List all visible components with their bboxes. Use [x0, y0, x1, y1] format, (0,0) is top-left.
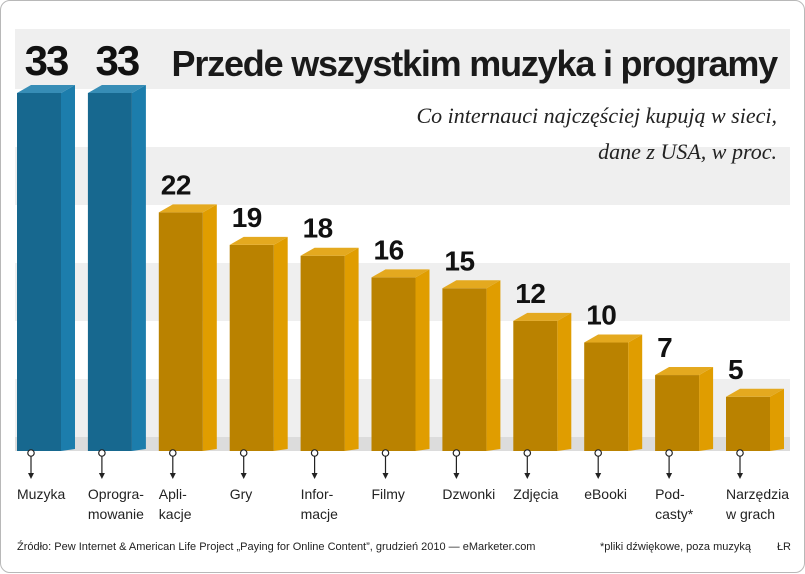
category-label: Oprogra-	[88, 486, 144, 502]
value-label: 18	[303, 213, 333, 244]
pointer-dot	[98, 449, 106, 457]
bar-side	[628, 334, 643, 451]
value-label: 33	[96, 37, 139, 84]
bar-top	[87, 85, 146, 93]
bar	[229, 244, 274, 451]
bar-side	[202, 204, 217, 451]
pointer-arrow	[311, 473, 318, 479]
category-label: Gry	[230, 486, 253, 502]
category-label: kacje	[159, 506, 192, 522]
bar-side	[557, 312, 572, 451]
bar-side	[415, 269, 430, 451]
bar-side	[486, 280, 501, 451]
bar	[300, 255, 345, 451]
bar-top	[300, 247, 359, 256]
pointer-arrow	[382, 473, 389, 479]
pointer-dot	[169, 449, 177, 457]
pointer-dot	[736, 449, 744, 457]
category-labels-group: Muzyka Oprogra-mowanie Apli-kacje Gry Infor-…	[17, 486, 789, 522]
bar-side	[770, 388, 784, 451]
bar-top	[584, 334, 643, 343]
category-label: eBooki	[584, 486, 627, 502]
pointer-dot	[665, 449, 673, 457]
pointer-arrow	[737, 473, 743, 479]
bar-side	[699, 367, 714, 451]
bar	[87, 93, 132, 451]
category-label: Apli-	[159, 486, 187, 502]
category-label: macje	[301, 506, 339, 522]
bar	[442, 288, 487, 451]
bar-top	[158, 204, 217, 213]
category-label: Pod-	[655, 486, 685, 502]
pointer-arrow	[240, 473, 247, 479]
category-label: Zdjęcia	[513, 486, 558, 502]
pointer-arrow	[595, 473, 602, 479]
bar-side	[344, 247, 359, 451]
pointer-arrow	[666, 473, 673, 479]
bar-top	[442, 280, 501, 289]
value-label: 19	[232, 202, 262, 233]
value-label: 16	[374, 234, 404, 265]
value-labels-group: 33 33 22 19 18 16 15 12 10 7 5	[25, 37, 744, 385]
bar	[726, 396, 770, 451]
bar-top	[655, 367, 714, 376]
stripe	[15, 29, 790, 89]
bar	[17, 93, 61, 451]
bar	[584, 342, 629, 451]
category-label: casty*	[655, 506, 694, 522]
bar	[158, 212, 203, 451]
footnote: *pliki dźwiękowe, poza muzyką	[600, 541, 752, 553]
value-label: 22	[161, 169, 191, 200]
category-label: Narzędzia	[726, 486, 789, 502]
bar-top	[726, 388, 784, 397]
value-label: 10	[586, 300, 616, 331]
value-label: 33	[25, 37, 68, 84]
value-label: 12	[515, 278, 545, 309]
pointer-dot	[381, 449, 390, 457]
category-label: Muzyka	[17, 486, 65, 502]
bar	[655, 375, 700, 451]
bar	[371, 277, 416, 451]
credit: ŁR	[777, 541, 791, 553]
pointers-group	[27, 449, 744, 479]
category-label: w grach	[725, 506, 775, 522]
pointer-arrow	[524, 473, 531, 479]
bar-top	[371, 269, 430, 278]
bar	[513, 320, 558, 451]
pointer-dot	[239, 449, 248, 457]
bar-side	[61, 85, 75, 451]
bars-group	[17, 85, 784, 451]
category-label: Dzwonki	[442, 486, 495, 502]
chart-subtitle-line-2: dane z USA, w proc.	[598, 139, 777, 164]
bar-top	[513, 312, 572, 321]
pointer-dot	[594, 449, 603, 457]
value-label: 5	[728, 354, 743, 385]
category-label: Infor-	[301, 486, 334, 502]
value-label: 15	[444, 245, 474, 276]
pointer-dot	[452, 449, 461, 457]
bar-top	[229, 236, 288, 245]
pointer-arrow	[98, 473, 105, 479]
bar-side	[131, 85, 146, 451]
value-label: 7	[657, 332, 672, 363]
bar-side	[273, 236, 288, 451]
pointer-arrow	[169, 473, 176, 479]
pointer-dot	[310, 449, 319, 457]
chart-title: Przede wszystkim muzyka i programy	[172, 43, 779, 84]
category-label: mowanie	[88, 506, 144, 522]
bar-top	[17, 85, 75, 93]
pointer-dot	[27, 449, 35, 457]
pointer-arrow	[28, 473, 34, 479]
pointer-arrow	[453, 473, 460, 479]
chart-subtitle-line-1: Co internauci najczęściej kupują w sieci…	[417, 103, 778, 128]
category-label: Filmy	[372, 486, 405, 502]
pointer-dot	[523, 449, 532, 457]
source-note: Źródło: Pew Internet & American Life Pro…	[17, 540, 535, 553]
